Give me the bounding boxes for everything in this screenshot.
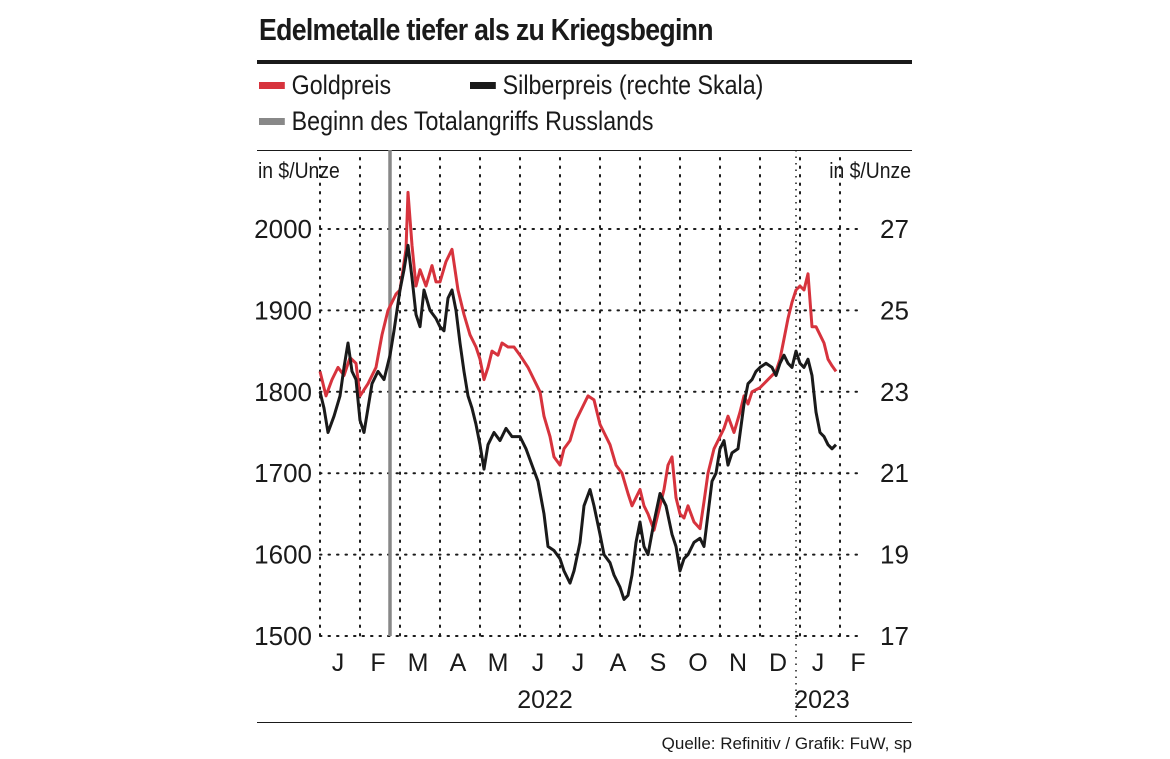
month-tick-label: J (812, 649, 825, 677)
left-tick-label: 1900 (254, 295, 312, 325)
month-tick-label: S (650, 649, 667, 677)
legend-swatch-silver (470, 82, 496, 89)
right-tick-label: 27 (880, 214, 909, 244)
series-line-silver (318, 243, 838, 601)
chart-title: Edelmetalle tiefer als zu Kriegsbeginn (259, 12, 714, 47)
legend-label-event: Beginn des Totalangriffs Russlands (291, 106, 654, 136)
legend-rule (257, 150, 912, 151)
right-tick-label: 17 (880, 621, 909, 651)
right-tick-label: 21 (880, 458, 909, 488)
source-note: Quelle: Refinitiv / Grafik: FuW, sp (661, 734, 912, 753)
left-tick-label: 1800 (254, 377, 312, 407)
month-tick-label: A (450, 649, 467, 677)
month-tick-label: D (769, 649, 787, 677)
legend-label-silver: Silberpreis (rechte Skala) (502, 70, 764, 100)
year-label-2022: 2022 (517, 686, 573, 714)
legend-item-gold: Goldpreis (259, 70, 391, 101)
right-tick-label: 25 (880, 295, 909, 325)
legend-swatch-event (259, 118, 285, 125)
month-tick-label: N (729, 649, 747, 677)
left-tick-label: 1500 (254, 621, 312, 651)
month-tick-label: F (850, 649, 865, 677)
legend-swatch-gold (259, 82, 285, 89)
month-tick-label: J (572, 649, 585, 677)
left-axis-label: in $/Unze (258, 159, 340, 183)
month-tick-label: J (532, 649, 545, 677)
month-tick-label: A (610, 649, 627, 677)
year-label-2023: 2023 (794, 686, 850, 714)
source-rule (257, 722, 912, 723)
title-rule (257, 60, 912, 64)
left-tick-label: 2000 (254, 214, 312, 244)
left-tick-label: 1700 (254, 458, 312, 488)
legend-item-silver: Silberpreis (rechte Skala) (470, 70, 763, 101)
month-tick-label: F (370, 649, 385, 677)
right-tick-label: 23 (880, 377, 909, 407)
left-tick-label: 1600 (254, 540, 312, 570)
right-tick-label: 19 (880, 540, 909, 570)
legend-label-gold: Goldpreis (291, 70, 392, 100)
series-line-gold (318, 190, 838, 532)
month-tick-label: M (488, 649, 509, 677)
month-tick-label: J (332, 649, 345, 677)
right-axis-label: in $/Unze (829, 159, 911, 183)
month-tick-label: M (408, 649, 429, 677)
legend-item-event: Beginn des Totalangriffs Russlands (259, 106, 654, 137)
month-tick-label: O (688, 649, 707, 677)
